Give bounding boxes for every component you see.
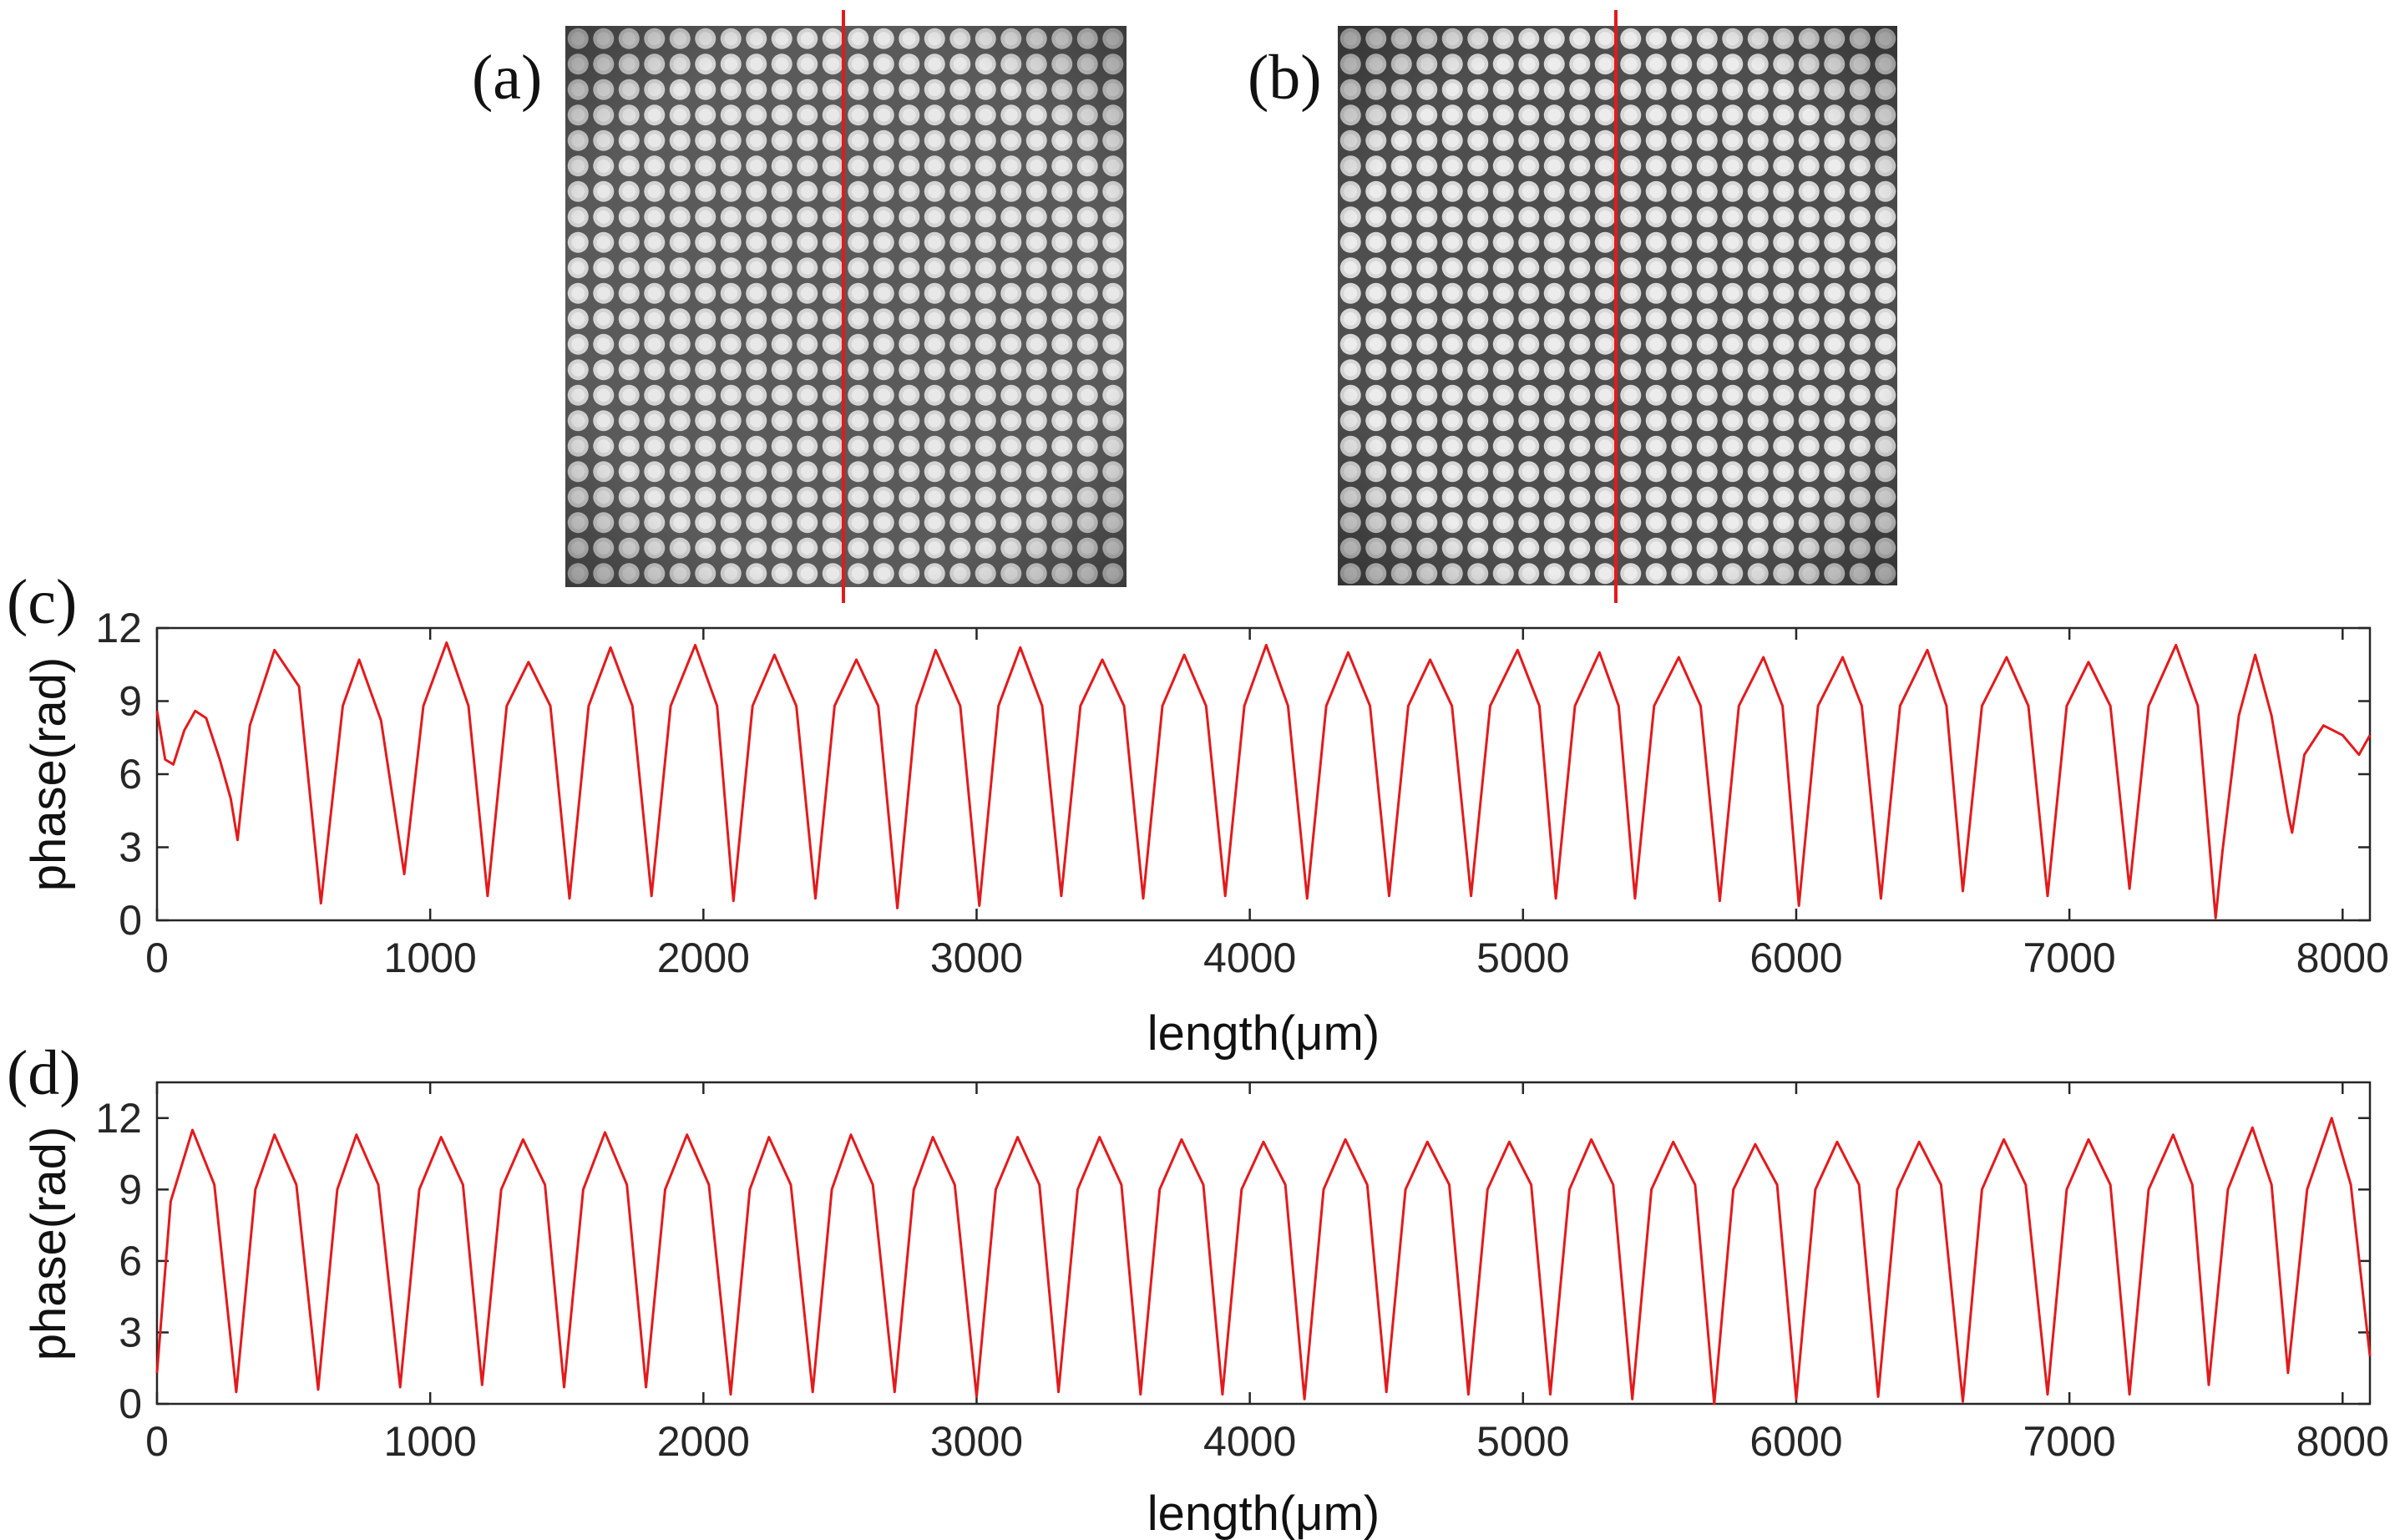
- xtick-label: 1000: [384, 1418, 477, 1465]
- xtick-label: 3000: [930, 1418, 1023, 1465]
- series-line-d: [155, 1117, 2372, 1406]
- ytick-label: 12: [95, 1095, 142, 1142]
- image-b: [1338, 10, 1897, 603]
- xtick-label: 2000: [657, 1418, 750, 1465]
- image-a-vignette: [565, 26, 1127, 587]
- plot-d-xtick-labels: 0 1000 2000 3000 4000 5000 6000 7000 800…: [145, 1418, 2389, 1465]
- xtick-label: 0: [145, 935, 169, 981]
- panel-label-c: (c): [7, 567, 77, 637]
- ytick-label: 9: [119, 1166, 142, 1213]
- panel-label-d: (d): [7, 1038, 81, 1108]
- ytick-label: 3: [119, 1309, 142, 1355]
- y-axis-title-d: phase(rad): [22, 1127, 76, 1360]
- x-axis-title-d: length(μm): [1147, 1487, 1380, 1540]
- xtick-label: 2000: [657, 935, 750, 981]
- plot-c-ytick-labels: 0 3 6 9 12: [95, 605, 142, 944]
- plot-d: 0 3 6 9 12 0 1000 2000 3000 4000 5000 60…: [22, 1081, 2389, 1540]
- y-axis-title-c: phase(rad): [22, 657, 76, 891]
- series-line-c: [155, 641, 2372, 919]
- xtick-label: 8000: [2296, 1418, 2389, 1465]
- xtick-label: 4000: [1203, 1418, 1296, 1465]
- ytick-label: 12: [95, 605, 142, 651]
- plot-d-ytick-labels: 0 3 6 9 12: [95, 1095, 142, 1427]
- xtick-label: 1000: [384, 935, 477, 981]
- ytick-label: 0: [119, 1380, 142, 1427]
- ytick-label: 6: [119, 1238, 142, 1284]
- plot-c-xtick-labels: 0 1000 2000 3000 4000 5000 6000 7000 800…: [145, 935, 2389, 981]
- ytick-label: 0: [119, 897, 142, 944]
- xtick-label: 5000: [1476, 1418, 1569, 1465]
- xtick-label: 8000: [2296, 935, 2389, 981]
- ytick-label: 9: [119, 678, 142, 725]
- xtick-label: 3000: [930, 935, 1023, 981]
- xtick-label: 4000: [1203, 935, 1296, 981]
- image-a: [565, 10, 1127, 603]
- ytick-label: 3: [119, 824, 142, 871]
- plot-c: 0 3 6 9 12 0 1000 2000 3000 4000 5000 60…: [22, 605, 2389, 1061]
- xtick-label: 5000: [1476, 935, 1569, 981]
- ytick-label: 6: [119, 751, 142, 798]
- x-axis-title-c: length(μm): [1147, 1006, 1380, 1061]
- xtick-label: 6000: [1749, 935, 1842, 981]
- xtick-label: 7000: [2023, 935, 2116, 981]
- plot-c-ticks: [155, 626, 2370, 922]
- xtick-label: 0: [145, 1418, 169, 1465]
- panel-label-a: (a): [472, 43, 542, 113]
- xtick-label: 7000: [2023, 1418, 2116, 1465]
- plot-d-ticks: [155, 1082, 2370, 1406]
- xtick-label: 6000: [1749, 1418, 1842, 1465]
- plot-d-frame: [155, 1081, 2372, 1406]
- panel-label-b: (b): [1248, 43, 1322, 113]
